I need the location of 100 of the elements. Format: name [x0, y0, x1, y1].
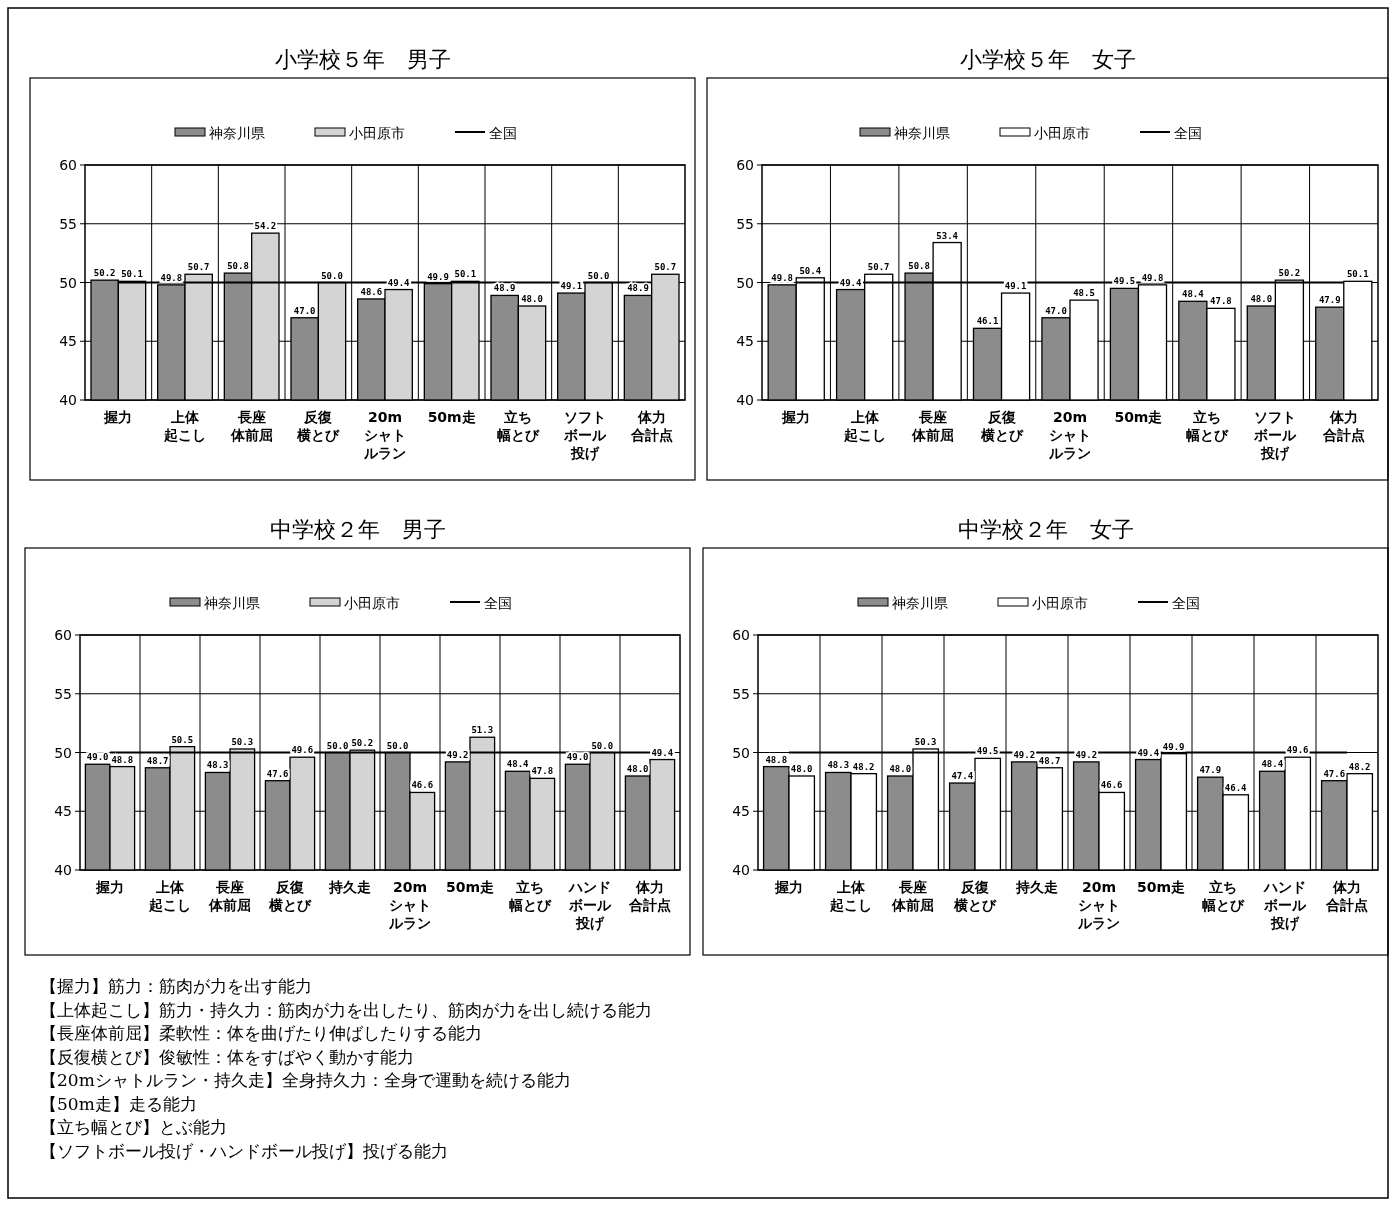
- data-label: 49.4: [1137, 747, 1160, 758]
- y-tick-label: 40: [54, 862, 72, 878]
- data-label: 49.0: [86, 752, 109, 763]
- data-label: 50.0: [587, 270, 610, 281]
- x-tick-label: 体力合計点: [628, 879, 671, 913]
- data-label: 47.6: [266, 768, 289, 779]
- legend-label: 小田原市: [1034, 125, 1090, 141]
- data-label: 49.8: [160, 272, 183, 283]
- data-label: 48.3: [206, 760, 229, 771]
- x-tick-label: 握力: [95, 879, 124, 895]
- x-tick-label: 20mシャトルラン: [363, 409, 406, 461]
- data-label: 50.0: [326, 740, 349, 751]
- data-label: 51.3: [471, 725, 494, 736]
- data-label: 48.2: [852, 761, 875, 772]
- x-tick-label: 20mシャトルラン: [1077, 879, 1120, 931]
- data-label: 49.2: [1075, 749, 1098, 760]
- data-label: 49.4: [839, 277, 863, 288]
- y-tick-label: 55: [59, 215, 77, 232]
- legend-label: 神奈川県: [204, 595, 260, 611]
- y-tick-label: 50: [732, 744, 750, 761]
- x-tick-label: 体力合計点: [1321, 409, 1365, 443]
- data-label: 47.0: [1045, 305, 1067, 316]
- x-tick-label: 反復横とび: [268, 879, 312, 913]
- y-tick-label: 60: [59, 157, 77, 173]
- data-label: 48.0: [626, 764, 649, 774]
- data-label: 50.7: [654, 262, 677, 273]
- legend-label: 神奈川県: [892, 595, 948, 611]
- x-tick-label: 50m走: [1114, 409, 1163, 425]
- x-tick-label: 体力合計点: [1325, 879, 1368, 913]
- y-tick-label: 40: [59, 392, 77, 408]
- data-label: 48.3: [827, 760, 850, 771]
- data-label: 50.4: [799, 265, 822, 276]
- data-label: 49.5: [1113, 276, 1136, 287]
- y-tick-label: 45: [54, 803, 72, 820]
- y-tick-label: 40: [736, 392, 754, 408]
- x-tick-label: 体力合計点: [629, 409, 673, 443]
- chart-title: 小学校５年 男子: [274, 47, 451, 72]
- y-tick-label: 60: [732, 627, 750, 643]
- x-tick-label: 握力: [781, 409, 811, 425]
- text: 【ソフトボール投げ・ハンドボール投げ】投げる能力: [40, 1140, 448, 1161]
- data-label: 50.2: [1278, 268, 1301, 279]
- y-tick-label: 55: [54, 685, 72, 702]
- data-label: 48.5: [1073, 288, 1095, 299]
- y-tick-label: 55: [736, 215, 754, 232]
- data-label: 49.9: [1162, 741, 1185, 752]
- data-label: 48.9: [493, 283, 516, 294]
- y-tick-label: 60: [54, 627, 72, 643]
- data-label: 48.2: [1348, 761, 1371, 772]
- data-label: 50.1: [454, 269, 477, 280]
- legend-label: 小田原市: [344, 595, 400, 611]
- x-tick-label: ハンドボール投げ: [1263, 879, 1307, 931]
- data-label: 47.9: [1199, 765, 1222, 776]
- y-tick-label: 50: [54, 744, 72, 761]
- x-tick-label: 上体起こし: [148, 879, 191, 913]
- data-label: 50.0: [591, 740, 614, 751]
- chart-title: 中学校２年 女子: [957, 517, 1134, 542]
- data-label: 50.7: [187, 262, 210, 273]
- y-tick-label: 50: [736, 274, 754, 291]
- data-label: 49.9: [427, 271, 449, 282]
- x-tick-label: 立ち幅とび: [1185, 409, 1229, 443]
- text: 【20mシャトルラン・持久走】全身持久力：全身で運動を続ける能力: [40, 1070, 571, 1090]
- data-label: 50.1: [1346, 269, 1369, 280]
- data-label: 47.4: [951, 771, 974, 782]
- data-label: 50.5: [171, 734, 194, 745]
- y-tick-label: 55: [732, 685, 750, 702]
- x-tick-label: 長座体前屈: [911, 409, 955, 443]
- data-label: 48.7: [146, 755, 169, 766]
- data-label: 46.1: [976, 316, 999, 327]
- data-label: 50.0: [321, 270, 343, 281]
- legend-label: 小田原市: [1032, 595, 1088, 611]
- data-label: 50.8: [227, 261, 249, 272]
- data-label: 53.4: [936, 230, 959, 241]
- text: 【長座体前屈】柔軟性：体を曲げたり伸ばしたりする能力: [40, 1023, 482, 1043]
- x-tick-label: 持久走: [1015, 879, 1058, 895]
- y-tick-label: 40: [732, 862, 750, 878]
- y-tick-label: 45: [732, 803, 750, 820]
- data-label: 46.6: [1100, 780, 1123, 791]
- chart-title: 中学校２年 男子: [269, 517, 446, 542]
- data-label: 49.8: [771, 272, 794, 283]
- text: 【反復横とび】俊敏性：体をすばやく動かす能力: [40, 1046, 414, 1067]
- y-tick-label: 50: [59, 274, 77, 291]
- x-tick-label: 20mシャトルラン: [388, 879, 431, 931]
- data-label: 48.0: [790, 764, 813, 774]
- data-label: 47.8: [1210, 296, 1232, 307]
- data-label: 49.2: [446, 749, 469, 760]
- data-label: 49.2: [1013, 749, 1036, 760]
- data-label: 50.1: [121, 269, 143, 280]
- legend-label: 全国: [1172, 595, 1200, 611]
- data-label: 49.4: [651, 747, 674, 758]
- data-label: 49.6: [1286, 745, 1309, 756]
- y-tick-label: 60: [736, 157, 754, 173]
- x-tick-label: 50m走: [1136, 879, 1186, 895]
- legend-label: 全国: [489, 125, 517, 141]
- x-tick-label: 上体起こし: [163, 409, 206, 443]
- data-label: 50.3: [231, 736, 254, 747]
- data-label: 48.7: [1038, 755, 1061, 766]
- data-label: 49.8: [1141, 272, 1164, 283]
- data-label: 49.1: [1004, 281, 1027, 292]
- data-label: 46.6: [411, 780, 434, 791]
- x-tick-label: 立ち幅とび: [509, 879, 552, 913]
